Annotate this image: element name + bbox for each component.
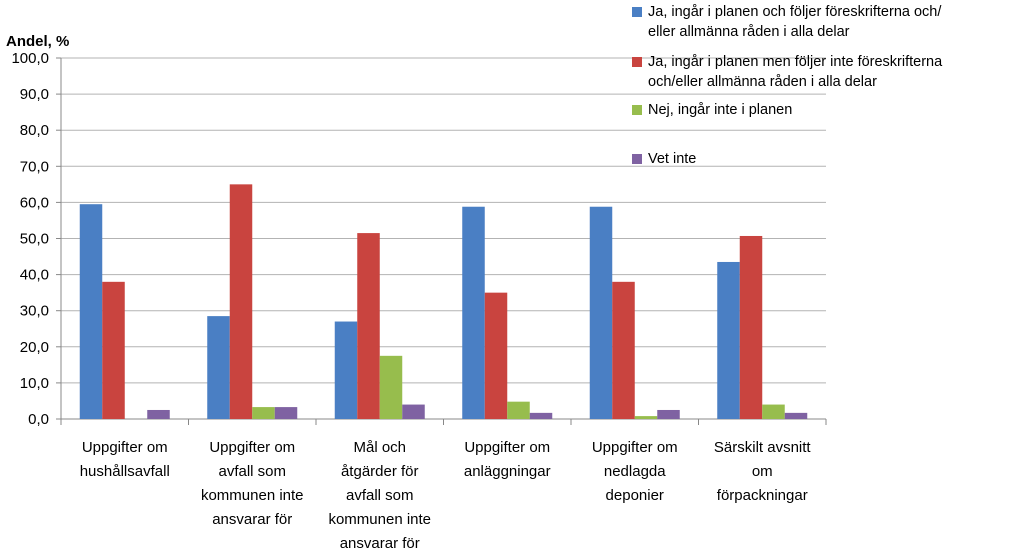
bar bbox=[229, 184, 253, 419]
bar bbox=[484, 292, 508, 419]
bar bbox=[589, 206, 613, 419]
y-tick-label: 10,0 bbox=[20, 375, 49, 392]
bar bbox=[379, 355, 403, 419]
legend-label: Ja, ingår i planen och följer föreskrift… bbox=[648, 4, 942, 40]
x-category-labels: Uppgifter om hushållsavfall Uppgifter om av… bbox=[80, 439, 812, 552]
y-tick-label: 50,0 bbox=[20, 231, 49, 248]
y-tick-label: 0,0 bbox=[28, 411, 49, 428]
y-tick-label: 20,0 bbox=[20, 339, 49, 356]
legend-swatch bbox=[632, 105, 642, 115]
legend-label: Vet inte bbox=[648, 151, 697, 167]
bar bbox=[274, 407, 298, 419]
bar bbox=[784, 412, 808, 419]
bars bbox=[79, 184, 808, 419]
bar bbox=[207, 316, 230, 419]
y-tick-label: 70,0 bbox=[20, 158, 49, 175]
bar bbox=[507, 401, 530, 419]
bar bbox=[357, 233, 380, 419]
bar bbox=[79, 204, 103, 419]
y-tick-label: 80,0 bbox=[20, 122, 49, 139]
legend-item: Vet inte bbox=[632, 149, 696, 169]
legend-swatch bbox=[632, 7, 642, 17]
x-category-label: Uppgifter om anläggningar bbox=[464, 439, 551, 480]
y-tick-label: 60,0 bbox=[20, 194, 49, 211]
bar bbox=[147, 409, 170, 419]
legend-swatch bbox=[632, 154, 642, 164]
x-category-label: Särskilt avsnitt om förpackningar bbox=[714, 439, 812, 504]
legend-label: Nej, ingår inte i planen bbox=[648, 102, 793, 118]
x-category-label: Uppgifter om hushållsavfall bbox=[80, 439, 170, 480]
bar bbox=[657, 409, 680, 419]
x-category-label: Uppgifter om nedlagda deponier bbox=[592, 439, 678, 504]
x-category-label: Uppgifter om avfall som kommunen inte ansva… bbox=[201, 439, 304, 528]
legend-item: Nej, ingår inte i planen bbox=[632, 100, 792, 120]
bar bbox=[462, 206, 485, 419]
bar bbox=[252, 407, 275, 419]
bar bbox=[762, 404, 785, 419]
bar bbox=[612, 281, 635, 419]
legend-item: Ja, ingår i planen men följer inte föres… bbox=[632, 52, 942, 92]
legend-item: Ja, ingår i planen och följer föreskrift… bbox=[632, 2, 941, 42]
y-tick-label: 40,0 bbox=[20, 267, 49, 284]
y-tick-label: 30,0 bbox=[20, 303, 49, 320]
bar bbox=[717, 261, 740, 419]
bar bbox=[334, 321, 358, 419]
legend-label: Ja, ingår i planen men följer inte föres… bbox=[648, 54, 943, 90]
y-tick-label: 90,0 bbox=[20, 86, 49, 103]
y-axis-label: Andel, % bbox=[6, 33, 69, 50]
x-category-label: Mål och åtgärder för avfall som kommunen in… bbox=[328, 439, 431, 552]
bar bbox=[739, 235, 763, 419]
bar bbox=[529, 412, 553, 419]
legend-swatch bbox=[632, 57, 642, 67]
bar bbox=[634, 416, 658, 419]
y-tick-label: 100,0 bbox=[11, 50, 49, 67]
bar bbox=[402, 404, 425, 419]
y-tick-labels: 0,0 10,0 20,0 30,0 40,0 50,0 60,0 70,0 80,0 90,0 1… bbox=[11, 50, 49, 428]
gridlines bbox=[56, 57, 827, 425]
bar bbox=[102, 281, 125, 419]
